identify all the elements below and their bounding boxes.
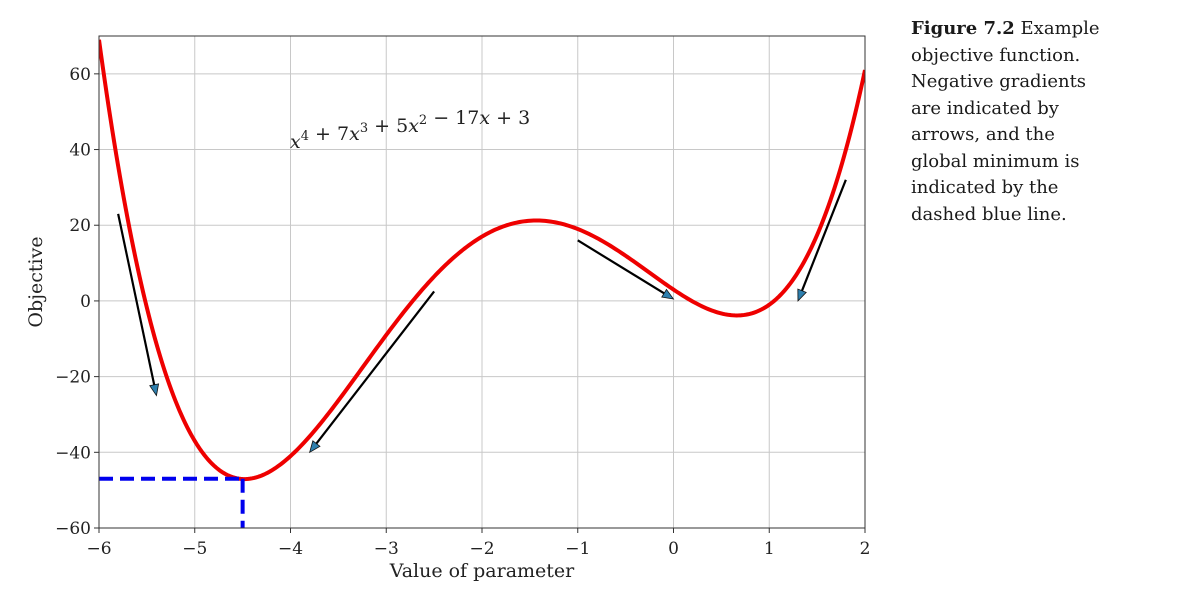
- x-tick-label: 1: [764, 539, 775, 559]
- x-tick-label: −5: [182, 539, 207, 559]
- x-tick-label: −3: [374, 539, 399, 559]
- gradient-arrow: [309, 290, 435, 454]
- figure-caption: Figure 7.2 Example objective function. N…: [911, 16, 1111, 228]
- arrow-head: [661, 288, 675, 300]
- gradient-arrow: [797, 179, 847, 302]
- axis-ticks: −6 −5 −4 −3 −2 −1 0 1 2 −60 −40 −20 0 20 40 60: [55, 65, 870, 559]
- y-tick-label: 60: [69, 65, 91, 85]
- arrow-shaft: [800, 179, 847, 292]
- function-label: x4 + 7x3 + 5x2 − 17x + 3: [290, 107, 530, 153]
- x-tick-label: −6: [86, 539, 111, 559]
- y-tick-label: 0: [80, 292, 91, 312]
- y-axis-label: Objective: [25, 236, 47, 327]
- y-tick-label: −40: [55, 443, 91, 463]
- gradient-arrow: [117, 213, 160, 397]
- x-tick-label: −1: [565, 539, 590, 559]
- arrow-head: [797, 288, 807, 302]
- y-tick-label: −20: [55, 368, 91, 388]
- objective-curve: [99, 39, 865, 482]
- arrow-head: [309, 440, 321, 454]
- gradient-arrows: [117, 179, 847, 454]
- figure-label: Figure 7.2: [911, 18, 1015, 39]
- x-tick-label: −2: [469, 539, 494, 559]
- plot-area: [99, 39, 865, 528]
- y-tick-label: −60: [55, 519, 91, 539]
- x-tick-label: −4: [278, 539, 303, 559]
- y-tick-label: 40: [69, 141, 91, 161]
- x-tick-label: 2: [860, 539, 871, 559]
- arrow-head: [149, 383, 160, 397]
- x-axis-label: Value of parameter: [389, 560, 575, 582]
- arrow-shaft: [315, 290, 435, 445]
- y-tick-label: 20: [69, 216, 91, 236]
- grid-lines: [98, 36, 866, 529]
- arrow-shaft: [117, 213, 156, 386]
- gradient-arrow: [577, 239, 675, 300]
- x-tick-label: 0: [668, 539, 679, 559]
- arrow-shaft: [577, 239, 665, 295]
- caption-text: Example objective function. Negative gra…: [911, 18, 1100, 225]
